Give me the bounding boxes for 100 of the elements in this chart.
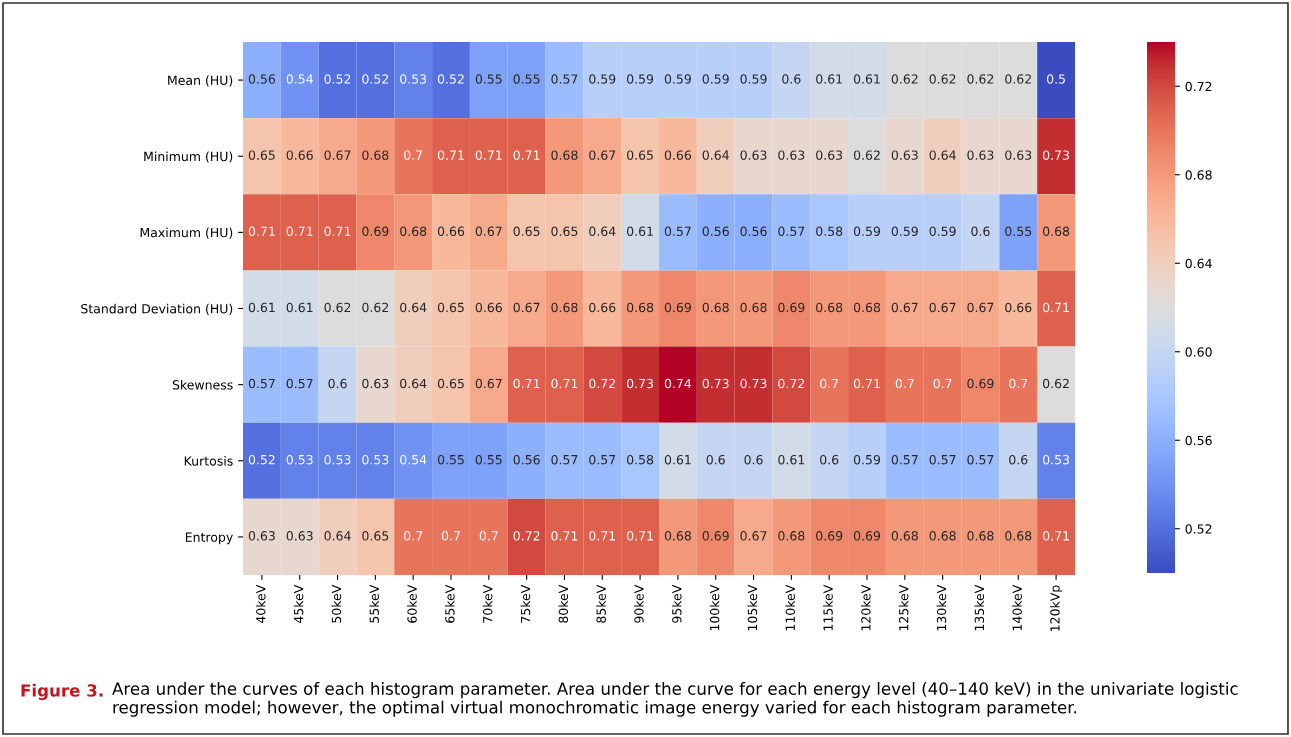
data-label: 0.63 <box>286 531 313 541</box>
data-label: 0.67 <box>513 302 540 313</box>
caption: Figure 3. <box>21 683 103 701</box>
data-label: 0.67 <box>324 150 351 160</box>
y-tick-label: Kurtosis <box>184 456 233 466</box>
data-label: 0.59 <box>853 226 881 236</box>
x-tick-label: 90keV <box>634 584 644 623</box>
x-tick-label: 80keV <box>558 584 569 623</box>
data-label: 0.68 <box>400 226 427 236</box>
data-label: 0.64 <box>324 531 351 541</box>
data-label: 0.57 <box>589 454 616 465</box>
x-tick-label: 55keV <box>369 584 379 623</box>
data-label: 0.71 <box>1043 302 1069 313</box>
data-label: 0.67 <box>740 531 767 541</box>
data-label: 0.58 <box>627 454 654 465</box>
data-label: 0.63 <box>1005 150 1032 160</box>
data-label: 0.57 <box>248 378 275 389</box>
data-label: 0.56 <box>513 454 540 465</box>
data-label: 0.63 <box>967 150 994 160</box>
data-label: 0.62 <box>1043 378 1069 389</box>
x-tick-label: 65keV <box>444 584 455 623</box>
data-label: 0.67 <box>967 302 994 313</box>
data-label: 0.67 <box>475 226 502 236</box>
data-label: 0.6 <box>744 454 763 465</box>
data-label: 0.53 <box>286 454 313 465</box>
data-label: 0.68 <box>816 302 843 313</box>
data-label: 0.54 <box>286 74 313 84</box>
data-label: 0.65 <box>551 226 578 236</box>
data-label: 0.64 <box>400 378 427 389</box>
data-label: 0.59 <box>853 454 881 465</box>
data-label: 0.63 <box>740 150 767 160</box>
data-label: 0.62 <box>967 74 994 84</box>
data-label: 0.62 <box>362 302 389 313</box>
data-label: 0.68 <box>778 531 805 541</box>
data-label: 0.68 <box>362 150 389 160</box>
data-label: 0.7 <box>933 378 952 389</box>
data-label: 0.61 <box>664 454 691 465</box>
data-label: 0.63 <box>362 378 389 389</box>
data-label: 0.66 <box>1005 302 1032 313</box>
y-tick-label: Maximum (HU) <box>140 227 233 239</box>
data-label: 0.59 <box>664 74 691 84</box>
data-label: 0.6 <box>328 378 347 389</box>
data-label: 0.7 <box>404 531 423 541</box>
color-bar-label: 0.56 <box>1185 435 1212 446</box>
data-label: 0.66 <box>437 226 465 236</box>
data-label: 0.67 <box>891 302 918 313</box>
data-label: 0.52 <box>362 74 389 84</box>
data-label: 0.68 <box>891 531 918 541</box>
x-tick-label: 125keV <box>898 584 909 631</box>
y-tick-label: Skewness <box>172 379 233 390</box>
x-tick-label: 135keV <box>974 584 985 631</box>
x-tick-label: 75keV <box>520 584 531 623</box>
data-label: 0.68 <box>967 531 994 541</box>
data-label: 0.61 <box>778 454 805 465</box>
data-label: 0.52 <box>324 74 351 84</box>
data-label: 0.65 <box>437 302 464 313</box>
data-label: 0.68 <box>853 302 881 313</box>
data-label: 0.59 <box>891 226 918 236</box>
data-label: 0.55 <box>1005 226 1032 236</box>
data-label: 0.58 <box>816 226 843 236</box>
data-label: 0.71 <box>513 378 540 389</box>
data-label: 0.53 <box>400 74 427 84</box>
data-label: 0.68 <box>551 150 578 160</box>
data-label: 0.68 <box>740 302 767 313</box>
data-label: 0.72 <box>589 378 615 389</box>
data-label: 0.67 <box>475 378 502 389</box>
data-label: 0.66 <box>664 150 692 160</box>
data-label: 0.65 <box>248 150 275 160</box>
data-label: 0.6 <box>782 74 801 84</box>
data-label: 0.67 <box>589 150 616 160</box>
data-label: 0.68 <box>702 302 729 313</box>
data-label: 0.69 <box>816 531 843 541</box>
data-label: 0.62 <box>929 74 956 84</box>
data-label: 0.6 <box>971 226 990 236</box>
data-label: 0.57 <box>286 378 313 389</box>
data-label: 0.54 <box>400 454 427 465</box>
color-bar-label: 0.72 <box>1185 81 1212 92</box>
data-label: 0.55 <box>475 454 502 465</box>
color-bar-label: 0.52 <box>1185 524 1212 534</box>
data-label: 0.65 <box>627 150 653 160</box>
text: Area under the curves of each histogram parameter. Area under the curve for each energy level (40–140 keV) in the univariate logistic regression model; however, the optimal virtual monochromatic image energy varied for each histogram parameter. <box>112 682 1238 717</box>
data-label: 0.68 <box>929 531 956 541</box>
data-label: 0.61 <box>853 74 880 84</box>
data-label: 0.71 <box>513 150 540 160</box>
data-label: 0.69 <box>362 226 389 236</box>
data-label: 0.63 <box>778 150 805 160</box>
data-label: 0.7 <box>441 531 460 541</box>
data-label: 0.53 <box>1043 454 1070 465</box>
x-tick-label: 120keV <box>860 584 871 631</box>
x-tick-label: 45keV <box>293 584 304 624</box>
y-tick-label: Mean (HU) <box>168 75 233 87</box>
data-label: 0.6 <box>1009 454 1028 465</box>
data-label: 0.57 <box>929 454 956 465</box>
x-tick-label: 130keV <box>936 584 947 631</box>
data-label: 0.64 <box>929 150 956 160</box>
data-label: 0.72 <box>513 531 540 541</box>
data-label: 0.71 <box>627 531 653 541</box>
data-label: 0.61 <box>248 302 275 313</box>
data-label: 0.64 <box>702 150 729 160</box>
data-label: 0.59 <box>589 74 616 84</box>
